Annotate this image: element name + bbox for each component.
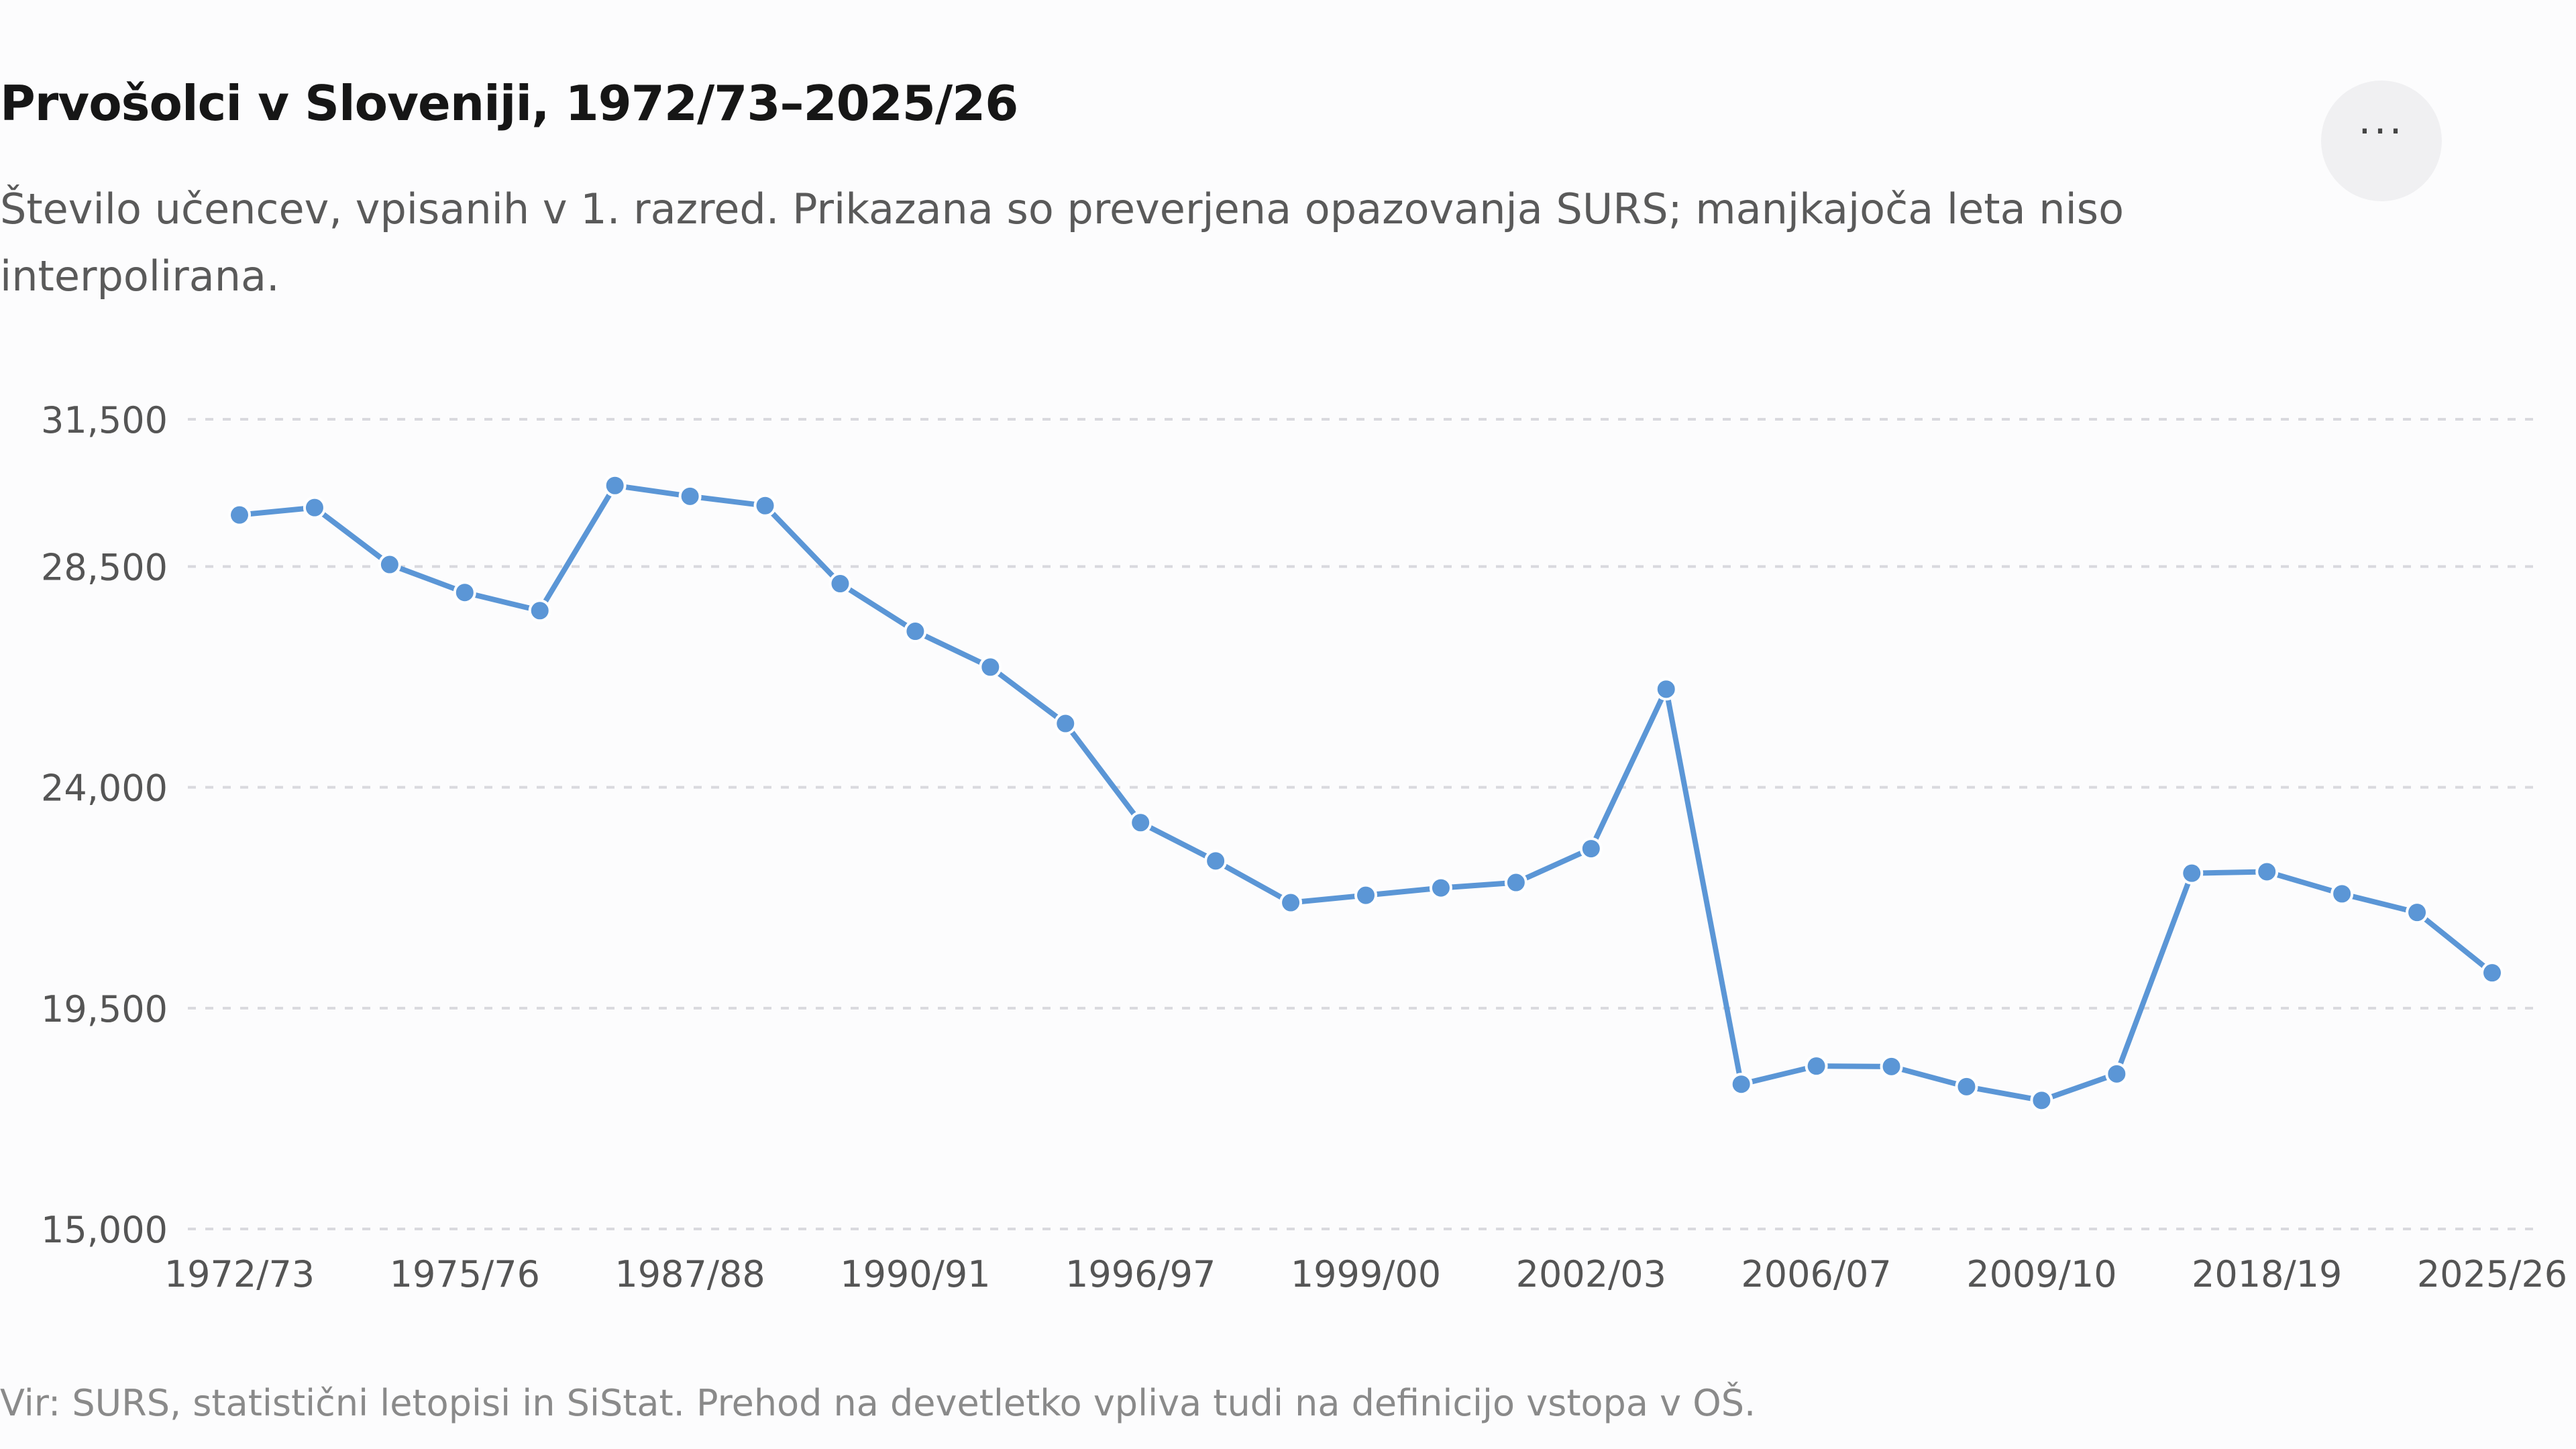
data-point xyxy=(2406,901,2429,924)
data-point xyxy=(2105,1062,2129,1085)
data-point xyxy=(228,503,251,527)
y-tick-label: 15,000 xyxy=(41,1209,168,1251)
data-point xyxy=(1054,712,1077,735)
data-point xyxy=(2030,1089,2053,1112)
data-point xyxy=(528,599,551,623)
x-tick-label: 2018/19 xyxy=(2192,1253,2342,1295)
data-point xyxy=(378,553,401,576)
data-point xyxy=(979,655,1002,679)
x-tick-label: 1987/88 xyxy=(614,1253,765,1295)
data-point xyxy=(1204,849,1228,873)
y-tick-label: 19,500 xyxy=(41,988,168,1030)
y-tick-label: 24,000 xyxy=(41,767,168,810)
chart-subtitle: Število učencev, vpisanih v 1. razred. P… xyxy=(0,184,2125,301)
data-point xyxy=(1880,1055,1903,1078)
x-tick-label: 2009/10 xyxy=(1966,1253,2116,1295)
x-tick-label: 1996/97 xyxy=(1065,1253,1216,1295)
data-point xyxy=(1504,871,1527,894)
data-point xyxy=(2330,882,2354,906)
data-point xyxy=(453,581,476,604)
data-point xyxy=(1805,1055,1828,1078)
more-horizontal-icon: ··· xyxy=(2358,108,2405,155)
data-point xyxy=(1654,678,1678,701)
line-chart: 15,000 19,500 24,000 28,500 31,500 1972/73 197… xyxy=(41,399,2567,1295)
x-tick-label: 1975/76 xyxy=(390,1253,540,1295)
x-tick-label: 2025/26 xyxy=(2417,1253,2567,1295)
data-point xyxy=(753,494,777,517)
y-tick-label: 31,500 xyxy=(41,399,168,441)
x-tick-label: 1990/91 xyxy=(840,1253,990,1295)
source-note: Vir: SURS, statistični letopisi in SiSta… xyxy=(0,1382,1756,1424)
data-point xyxy=(303,496,326,519)
data-point xyxy=(1354,883,1377,907)
data-point xyxy=(2481,961,2504,985)
data-point xyxy=(904,620,927,643)
x-tick-label: 1999/00 xyxy=(1291,1253,1441,1295)
chart-title: Prvošolci v Sloveniji, 1972/73–2025/26 xyxy=(0,75,1018,131)
x-tick-label: 2002/03 xyxy=(1516,1253,1666,1295)
data-point xyxy=(678,484,702,508)
y-tick-label: 28,500 xyxy=(41,546,168,588)
data-point xyxy=(2255,860,2279,883)
data-point xyxy=(2180,861,2204,885)
data-point xyxy=(1729,1073,1753,1096)
data-point xyxy=(1955,1075,1978,1098)
data-point xyxy=(603,474,627,497)
x-tick-label: 2006/07 xyxy=(1741,1253,1891,1295)
data-point xyxy=(1579,837,1603,861)
data-point xyxy=(1279,891,1303,914)
x-tick-label: 1972/73 xyxy=(164,1253,315,1295)
data-point xyxy=(1129,811,1152,835)
data-point xyxy=(828,572,852,596)
data-point xyxy=(1429,876,1452,900)
more-options-button[interactable]: ··· xyxy=(2321,80,2442,201)
